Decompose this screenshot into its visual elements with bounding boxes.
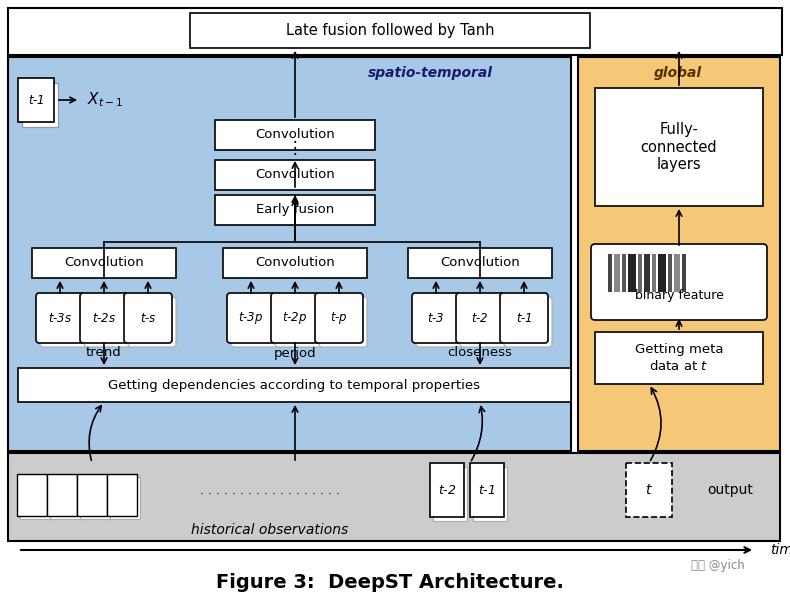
Bar — [614, 254, 620, 292]
Bar — [652, 254, 656, 292]
Bar — [470, 463, 504, 517]
Text: Convolution: Convolution — [255, 257, 335, 270]
FancyBboxPatch shape — [275, 297, 323, 347]
Text: $t$-$p$: $t$-$p$ — [330, 310, 348, 326]
Bar — [644, 254, 650, 292]
Text: trend: trend — [86, 347, 122, 359]
Text: $X_{t-1}$: $X_{t-1}$ — [87, 90, 123, 109]
Text: $t$-$s$: $t$-$s$ — [140, 311, 156, 325]
Bar — [32, 248, 176, 278]
FancyBboxPatch shape — [412, 293, 460, 343]
Text: Getting dependencies according to temporal properties: Getting dependencies according to tempor… — [108, 379, 480, 392]
Bar — [628, 254, 636, 292]
Bar — [578, 57, 780, 451]
Text: spatio-temporal: spatio-temporal — [367, 66, 492, 80]
Text: Convolution: Convolution — [440, 257, 520, 270]
Bar — [50, 477, 80, 519]
Bar — [674, 254, 680, 292]
FancyBboxPatch shape — [227, 293, 275, 343]
FancyBboxPatch shape — [40, 297, 88, 347]
Text: $t$-2$s$: $t$-2$s$ — [92, 311, 116, 325]
Text: Convolution: Convolution — [255, 129, 335, 141]
Bar — [17, 474, 47, 516]
Text: · · · · · · · · · · · · · · · · · ·: · · · · · · · · · · · · · · · · · · — [200, 489, 340, 501]
Bar — [18, 78, 54, 122]
Bar — [595, 332, 763, 384]
Text: $t$-3$s$: $t$-3$s$ — [48, 311, 72, 325]
Bar — [668, 254, 672, 292]
Text: Fully-
connected
layers: Fully- connected layers — [641, 122, 717, 172]
Text: time: time — [770, 543, 790, 557]
Bar — [215, 160, 375, 190]
Text: $t$-1: $t$-1 — [478, 484, 496, 497]
Text: $t$-3$p$: $t$-3$p$ — [239, 310, 264, 326]
Bar — [80, 477, 110, 519]
Bar — [408, 248, 552, 278]
FancyBboxPatch shape — [271, 293, 319, 343]
FancyBboxPatch shape — [84, 297, 132, 347]
Text: output: output — [707, 483, 753, 497]
Text: $t$: $t$ — [645, 483, 653, 497]
FancyBboxPatch shape — [315, 293, 363, 343]
FancyBboxPatch shape — [124, 293, 172, 343]
Bar — [638, 254, 642, 292]
FancyBboxPatch shape — [460, 297, 508, 347]
Bar — [622, 254, 626, 292]
Text: Late fusion followed by Tanh: Late fusion followed by Tanh — [286, 22, 495, 38]
Text: global: global — [654, 66, 702, 80]
Text: Early fusion: Early fusion — [256, 203, 334, 217]
Text: ⋮: ⋮ — [287, 139, 303, 157]
Text: $t$-2: $t$-2 — [471, 311, 489, 325]
Text: historical observations: historical observations — [191, 523, 348, 537]
FancyBboxPatch shape — [504, 297, 552, 347]
Text: Figure 3:  DeepST Architecture.: Figure 3: DeepST Architecture. — [216, 572, 564, 591]
Bar — [223, 248, 367, 278]
FancyBboxPatch shape — [319, 297, 367, 347]
Text: binary feature: binary feature — [634, 290, 724, 302]
Bar — [8, 57, 571, 451]
Bar — [215, 120, 375, 150]
Bar — [682, 254, 686, 292]
Text: Convolution: Convolution — [64, 257, 144, 270]
Bar — [433, 467, 467, 521]
Bar — [110, 477, 140, 519]
Bar — [608, 254, 612, 292]
Text: $t$-1: $t$-1 — [516, 311, 532, 325]
Bar — [47, 474, 77, 516]
FancyBboxPatch shape — [36, 293, 84, 343]
Bar — [595, 88, 763, 206]
Text: $t$-2$p$: $t$-2$p$ — [282, 310, 307, 326]
FancyBboxPatch shape — [416, 297, 464, 347]
Text: Getting meta
data at $t$: Getting meta data at $t$ — [634, 344, 724, 373]
Bar — [473, 467, 507, 521]
Bar — [215, 195, 375, 225]
Bar — [190, 13, 590, 48]
Bar — [22, 83, 58, 127]
Bar — [18, 368, 571, 402]
Text: $t$-2: $t$-2 — [438, 484, 457, 497]
Bar — [430, 463, 464, 517]
Bar — [8, 453, 780, 541]
FancyBboxPatch shape — [500, 293, 548, 343]
Bar — [107, 474, 137, 516]
Bar — [77, 474, 107, 516]
Bar — [626, 463, 672, 517]
Text: closeness: closeness — [448, 347, 513, 359]
Text: $t$-1: $t$-1 — [28, 93, 44, 106]
Text: period: period — [273, 347, 316, 359]
Text: $t$-3: $t$-3 — [427, 311, 445, 325]
FancyBboxPatch shape — [80, 293, 128, 343]
Bar — [8, 8, 782, 55]
FancyBboxPatch shape — [231, 297, 279, 347]
Text: Convolution: Convolution — [255, 169, 335, 181]
FancyBboxPatch shape — [128, 297, 176, 347]
Text: 知乎 @yich: 知乎 @yich — [691, 558, 745, 572]
FancyBboxPatch shape — [456, 293, 504, 343]
Bar — [658, 254, 666, 292]
Bar — [20, 477, 50, 519]
FancyBboxPatch shape — [591, 244, 767, 320]
